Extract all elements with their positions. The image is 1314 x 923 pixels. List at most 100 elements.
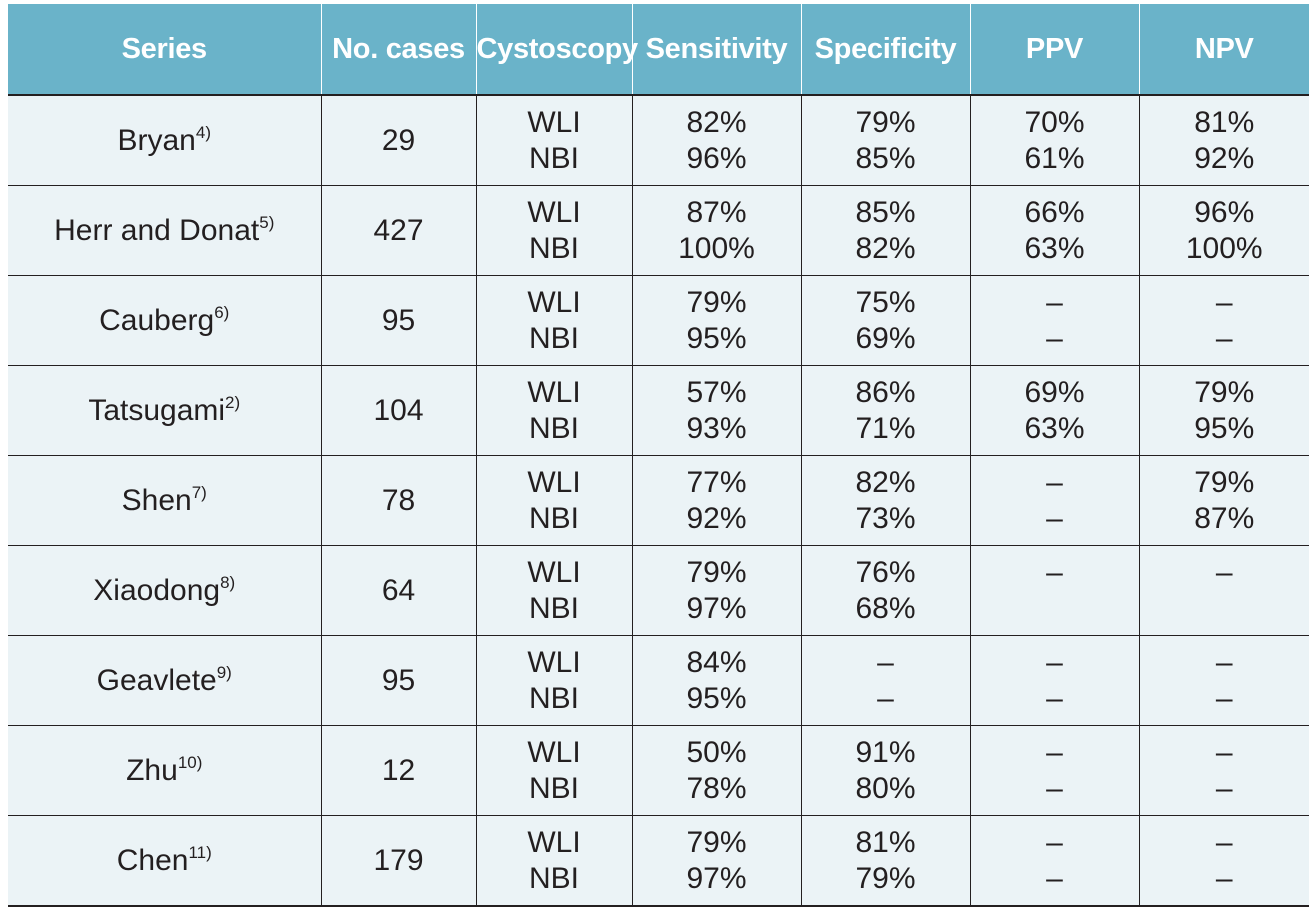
series-reference: 7) (191, 482, 207, 502)
table-header: Series No. cases Cystoscopy Sensitivity … (8, 4, 1309, 96)
ppv-nbi-value: – (1046, 681, 1063, 715)
cell-specificity: 79% 85% (801, 95, 971, 186)
cell-ppv: – – (970, 725, 1140, 816)
series-reference: 9) (216, 662, 232, 682)
cystoscopy-nbi-value: NBI (528, 681, 579, 715)
npv-nbi-value: 92% (1194, 141, 1255, 175)
sensitivity-nbi-value: 95% (686, 321, 747, 355)
cell-ppv: – – (970, 275, 1140, 366)
specificity-nbi-value: 82% (855, 231, 916, 265)
cystoscopy-nbi-value: NBI (528, 411, 579, 445)
ppv-nbi-value: – (1046, 771, 1063, 805)
npv-nbi-value: – (1215, 321, 1233, 355)
cell-ppv: – (970, 545, 1140, 636)
ppv-wli-value: – (1046, 735, 1063, 769)
specificity-nbi-value: 69% (855, 321, 916, 355)
cystoscopy-wli-value: WLI (527, 645, 581, 679)
npv-wli-value: 79% (1194, 465, 1255, 499)
series-reference: 5) (259, 212, 275, 232)
specificity-nbi-value: 68% (855, 591, 916, 625)
sensitivity-nbi-value: 93% (686, 411, 747, 445)
ppv-nbi-value: 61% (1024, 141, 1085, 175)
specificity-wli-value: 76% (855, 555, 916, 589)
ppv-nbi-value: 63% (1024, 411, 1085, 445)
npv-wli-value: 81% (1194, 105, 1255, 139)
cell-sensitivity: 57% 93% (632, 365, 802, 456)
npv-wli-value: – (1215, 555, 1233, 589)
cell-no-cases: 64 (321, 545, 477, 636)
ppv-wli-value: 66% (1024, 195, 1085, 229)
specificity-nbi-value: 79% (855, 861, 916, 895)
cell-series: Cauberg6) (8, 275, 322, 366)
specificity-wli-value: 81% (855, 825, 916, 859)
npv-wli-value: – (1215, 735, 1233, 769)
series-name: Geavlete (96, 663, 217, 697)
cell-sensitivity: 84% 95% (632, 635, 802, 726)
ppv-wli-value: – (1046, 645, 1063, 679)
npv-wli-value: 96% (1194, 195, 1255, 229)
cystoscopy-nbi-value: NBI (528, 771, 579, 805)
specificity-nbi-value: 73% (855, 501, 916, 535)
cell-no-cases: 12 (321, 725, 477, 816)
series-name: Cauberg (99, 303, 215, 337)
cell-no-cases: 95 (321, 635, 477, 726)
cell-ppv: 66% 63% (970, 185, 1140, 276)
cell-cystoscopy: WLI NBI (476, 635, 633, 726)
cystoscopy-wli-value: WLI (527, 285, 581, 319)
cell-series: Xiaodong8) (8, 545, 322, 636)
cystoscopy-nbi-value: NBI (528, 591, 579, 625)
cell-npv: 81% 92% (1139, 95, 1309, 186)
cell-ppv: – – (970, 815, 1140, 907)
ppv-nbi-value: – (1046, 861, 1063, 895)
npv-nbi-value: – (1215, 681, 1233, 715)
sensitivity-wli-value: 50% (686, 735, 747, 769)
specificity-nbi-value: 85% (855, 141, 916, 175)
cell-specificity: – – (801, 635, 971, 726)
specificity-nbi-value: 80% (855, 771, 916, 805)
table-row: Tatsugami2) 104 WLI NBI 57% 93% 86% 71% 69% 63% 79… (8, 365, 1309, 456)
ppv-wli-value: – (1046, 465, 1063, 499)
sensitivity-wli-value: 79% (686, 285, 747, 319)
series-reference: 4) (195, 122, 211, 142)
specificity-nbi-value: 71% (855, 411, 916, 445)
cell-series: Herr and Donat5) (8, 185, 322, 276)
sensitivity-nbi-value: 92% (686, 501, 747, 535)
specificity-wli-value: 75% (855, 285, 916, 319)
cell-cystoscopy: WLI NBI (476, 545, 633, 636)
specificity-wli-value: 91% (855, 735, 916, 769)
ppv-nbi-value: 63% (1024, 231, 1085, 265)
series-name: Tatsugami (88, 393, 226, 427)
header-specificity: Specificity (801, 4, 971, 96)
npv-wli-value: 79% (1194, 375, 1255, 409)
cystoscopy-wli-value: WLI (527, 555, 581, 589)
sensitivity-nbi-value: 96% (686, 141, 747, 175)
cell-sensitivity: 82% 96% (632, 95, 802, 186)
cell-sensitivity: 79% 97% (632, 815, 802, 907)
ppv-wli-value: 70% (1024, 105, 1085, 139)
table-row: Xiaodong8) 64 WLI NBI 79% 97% 76% 68% – – (8, 545, 1309, 636)
specificity-wli-value: 86% (855, 375, 916, 409)
npv-wli-value: – (1215, 285, 1233, 319)
ppv-wli-value: 69% (1024, 375, 1085, 409)
cell-no-cases: 95 (321, 275, 477, 366)
cell-series: Bryan4) (8, 95, 322, 186)
cell-specificity: 85% 82% (801, 185, 971, 276)
ppv-wli-value: – (1046, 285, 1063, 319)
sensitivity-wli-value: 79% (686, 555, 747, 589)
cell-sensitivity: 79% 95% (632, 275, 802, 366)
header-sensitivity: Sensitivity (632, 4, 802, 96)
header-row: Series No. cases Cystoscopy Sensitivity … (8, 4, 1309, 96)
sensitivity-nbi-value: 97% (686, 861, 747, 895)
sensitivity-wli-value: 87% (686, 195, 747, 229)
cell-no-cases: 179 (321, 815, 477, 907)
series-reference: 10) (177, 752, 203, 772)
cell-npv: 79% 95% (1139, 365, 1309, 456)
cystoscopy-wli-value: WLI (527, 735, 581, 769)
cell-ppv: – – (970, 635, 1140, 726)
specificity-wli-value: 85% (855, 195, 916, 229)
series-name: Xiaodong (93, 573, 221, 607)
series-name: Shen (121, 483, 192, 517)
table-row: Herr and Donat5) 427 WLI NBI 87% 100% 85% 82% 66… (8, 185, 1309, 276)
cell-cystoscopy: WLI NBI (476, 815, 633, 907)
ppv-nbi-value (971, 591, 1139, 627)
